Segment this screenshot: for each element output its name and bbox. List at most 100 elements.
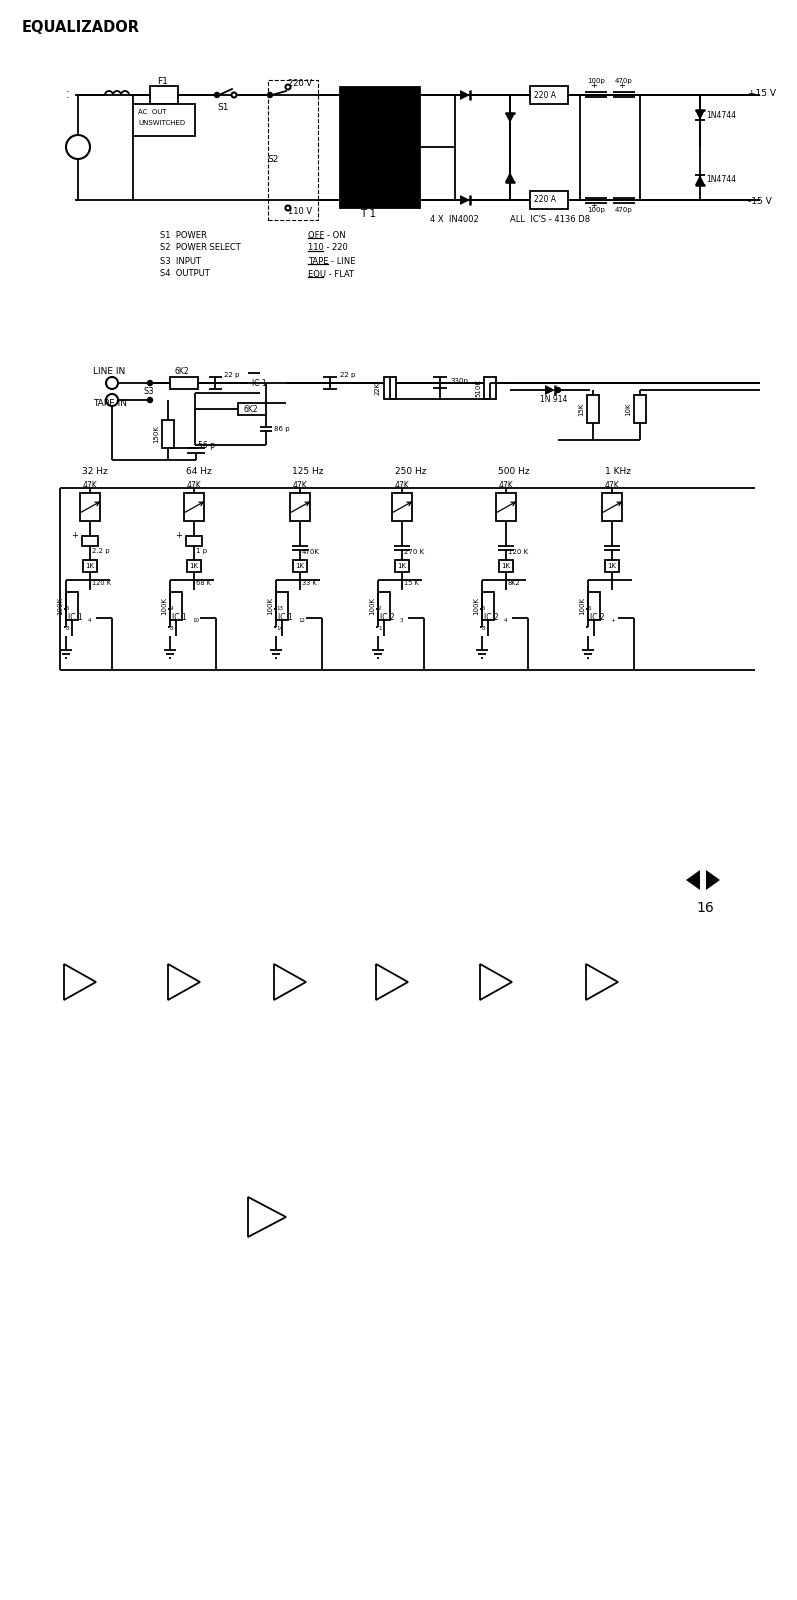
Text: 470K: 470K: [302, 549, 320, 555]
Text: IC 2: IC 2: [380, 613, 395, 622]
Bar: [276, 592, 288, 619]
Text: IC 2: IC 2: [590, 613, 605, 622]
Text: 1N4744: 1N4744: [706, 176, 736, 184]
Text: 22K: 22K: [375, 381, 381, 395]
Bar: [66, 592, 78, 619]
Text: +: +: [175, 531, 182, 539]
Text: 47K: 47K: [499, 482, 513, 491]
Text: S3: S3: [144, 387, 155, 397]
Text: IC 1: IC 1: [252, 379, 267, 387]
Circle shape: [106, 378, 118, 389]
Text: 1K: 1K: [501, 563, 511, 570]
Text: S2  POWER SELECT: S2 POWER SELECT: [160, 243, 241, 253]
Bar: [496, 493, 516, 522]
Text: +: +: [610, 618, 614, 622]
Text: IC 2: IC 2: [484, 613, 499, 622]
Polygon shape: [248, 1197, 286, 1237]
Text: 86 p: 86 p: [274, 426, 289, 432]
Text: 2.2 p: 2.2 p: [92, 547, 110, 554]
Bar: [83, 560, 97, 573]
Text: LINE IN: LINE IN: [93, 368, 125, 376]
Text: 5: 5: [66, 605, 69, 611]
Text: 100K: 100K: [369, 597, 375, 614]
Polygon shape: [695, 110, 705, 120]
Text: 1 KHz: 1 KHz: [605, 467, 631, 477]
Bar: [133, 104, 195, 136]
Bar: [588, 592, 600, 619]
Circle shape: [106, 394, 118, 406]
Circle shape: [285, 85, 290, 90]
Text: 470p: 470p: [615, 206, 633, 213]
Text: 1: 1: [378, 626, 382, 630]
Text: 120 K: 120 K: [508, 549, 528, 555]
Text: ·: ·: [66, 86, 70, 98]
Text: +: +: [590, 82, 597, 91]
Bar: [384, 378, 396, 398]
Text: 120 K: 120 K: [92, 579, 111, 586]
Text: S4  OUTPUT: S4 OUTPUT: [160, 269, 210, 278]
Polygon shape: [480, 963, 512, 1000]
Text: EQUALIZADOR: EQUALIZADOR: [22, 19, 140, 35]
Text: F1: F1: [157, 77, 168, 85]
Text: 10: 10: [192, 618, 199, 622]
Text: S1  POWER: S1 POWER: [160, 230, 207, 240]
Text: ALL  IC'S - 4136 D8: ALL IC'S - 4136 D8: [510, 216, 590, 224]
Text: AC  OUT: AC OUT: [138, 109, 167, 115]
Text: 100K: 100K: [579, 597, 585, 614]
Text: 6K2: 6K2: [244, 405, 258, 413]
Bar: [268, 80, 318, 219]
Text: 220 A: 220 A: [534, 91, 556, 99]
Text: 13: 13: [276, 605, 283, 611]
Text: UNSWITCHED: UNSWITCHED: [138, 120, 185, 126]
Polygon shape: [505, 114, 515, 123]
Circle shape: [147, 397, 152, 403]
Text: 1K: 1K: [85, 563, 95, 570]
Text: 68 K: 68 K: [196, 579, 211, 586]
Bar: [482, 592, 494, 619]
Bar: [187, 560, 201, 573]
Text: 1K: 1K: [190, 563, 198, 570]
Text: 47K: 47K: [605, 482, 619, 491]
Bar: [605, 560, 619, 573]
Bar: [293, 560, 307, 573]
Polygon shape: [706, 870, 720, 890]
Text: 47K: 47K: [292, 482, 308, 491]
Text: 4: 4: [504, 618, 508, 622]
Bar: [162, 419, 174, 448]
Circle shape: [556, 387, 560, 392]
Bar: [602, 493, 622, 522]
Bar: [530, 86, 568, 104]
Text: T 1: T 1: [360, 210, 376, 219]
Bar: [82, 536, 98, 546]
Text: 110 V: 110 V: [288, 208, 312, 216]
Text: S3  INPUT: S3 INPUT: [160, 256, 201, 266]
Text: 125 Hz: 125 Hz: [292, 467, 324, 477]
Text: 22 p: 22 p: [224, 371, 239, 378]
Text: 1 p: 1 p: [196, 547, 207, 554]
Text: +15 V: +15 V: [748, 88, 776, 98]
Bar: [290, 493, 310, 522]
Text: 1K: 1K: [398, 563, 406, 570]
Text: 220 A: 220 A: [534, 195, 556, 205]
Polygon shape: [168, 963, 200, 1000]
Polygon shape: [686, 870, 700, 890]
Circle shape: [66, 134, 90, 158]
Text: 1N 914: 1N 914: [540, 395, 567, 405]
Text: 47K: 47K: [83, 482, 97, 491]
Circle shape: [268, 93, 273, 98]
Bar: [392, 493, 412, 522]
Text: 100K: 100K: [473, 597, 479, 614]
Text: 500 Hz: 500 Hz: [498, 467, 530, 477]
Polygon shape: [505, 171, 515, 182]
Text: S1: S1: [217, 104, 229, 112]
Text: 15 K: 15 K: [404, 579, 418, 586]
Text: 1N4744: 1N4744: [706, 110, 736, 120]
Text: 100K: 100K: [267, 597, 273, 614]
Bar: [186, 536, 202, 546]
Polygon shape: [376, 963, 408, 1000]
Polygon shape: [460, 195, 470, 205]
Text: EQU - FLAT: EQU - FLAT: [308, 269, 354, 278]
Polygon shape: [64, 963, 96, 1000]
Text: 10K: 10K: [625, 402, 631, 416]
Text: 1K: 1K: [296, 563, 304, 570]
